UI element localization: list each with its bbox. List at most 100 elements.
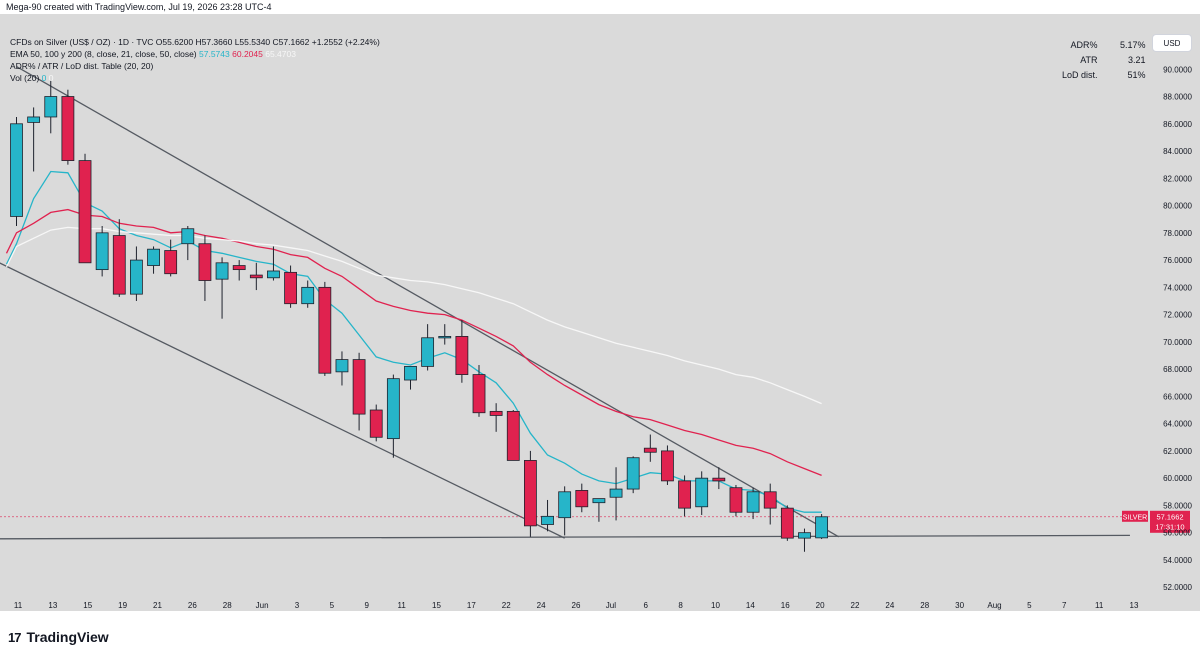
x-tick-label: 24 (885, 601, 894, 610)
candle (284, 265, 297, 308)
x-tick-label: 14 (746, 601, 755, 610)
legend-volume-value-2: 0 (48, 73, 54, 83)
candle (472, 365, 486, 417)
candle-body (609, 488, 623, 498)
candle-body (763, 491, 777, 509)
candle (815, 514, 829, 540)
tradingview-logo[interactable]: 17 TradingView (8, 629, 109, 645)
candle-body (215, 262, 229, 280)
y-tick-label: 60.0000 (1163, 474, 1192, 483)
tradingview-mark-icon: 17 (8, 629, 22, 645)
tradingview-logo-text: TradingView (26, 629, 109, 645)
chart-legend: CFDs on Silver (US$ / OZ) · 1D · TVC O55… (10, 36, 380, 84)
ema-line-ema-50 (5, 226, 822, 405)
currency-button[interactable]: USD (1152, 34, 1192, 52)
candle-body (78, 160, 92, 264)
candle (215, 257, 229, 319)
candle-body (198, 243, 212, 281)
legend-ema-row[interactable]: EMA 50, 100 y 200 (8, close, 21, close, … (10, 48, 380, 60)
candle-body (575, 490, 589, 508)
candle (746, 487, 760, 520)
x-tick-label: Jul (606, 601, 616, 610)
candle-body (438, 336, 452, 339)
candle-body (746, 491, 760, 513)
y-tick-label: 68.0000 (1163, 365, 1192, 374)
candle (541, 499, 554, 532)
x-tick-label: 11 (14, 601, 23, 610)
candle (575, 483, 589, 513)
candle-body (386, 378, 400, 440)
candle-layer (10, 80, 829, 552)
y-tick-label: 88.0000 (1163, 93, 1192, 102)
candle (301, 280, 315, 308)
candle (404, 365, 417, 390)
x-tick-label: 21 (153, 601, 162, 610)
legend-table-row[interactable]: ADR% / ATR / LoD dist. Table (20, 20) (10, 61, 154, 71)
stats-value: 3.21 (1128, 55, 1146, 65)
chart-background (0, 14, 1200, 611)
x-tick-label: 13 (1130, 601, 1139, 610)
candle-body (130, 259, 143, 295)
x-axis[interactable]: 11 13 15 19 21 26 28 Jun 3 5 9 11 15 17 22 24 26 Jul 6 8 10 1… (14, 601, 1139, 610)
candle (369, 404, 383, 442)
stats-row-lod: LoD dist. 51% (1062, 68, 1146, 83)
x-tick-label: 3 (295, 601, 300, 610)
candle-body (267, 270, 280, 279)
candle-body (506, 410, 520, 461)
candle-body (592, 498, 606, 504)
stats-table: ADR% 5.17% ATR 3.21 LoD dist. 51% (1062, 38, 1146, 83)
x-tick-label: 30 (955, 601, 964, 610)
legend-ema-label: EMA 50, 100 y 200 (8, close, 21, close, … (10, 49, 197, 59)
candle (198, 235, 212, 301)
x-tick-label: 22 (502, 601, 511, 610)
candle-body (678, 480, 691, 509)
candle (678, 475, 691, 517)
candle (609, 467, 623, 521)
stats-value: 5.17% (1120, 40, 1146, 50)
candle-body (318, 286, 332, 374)
trendline-layer (0, 65, 1148, 540)
candle (592, 498, 606, 522)
candle-body (10, 123, 23, 217)
x-tick-label: Aug (987, 601, 1001, 610)
candle (61, 89, 75, 165)
legend-symbol-row[interactable]: CFDs on Silver (US$ / OZ) · 1D · TVC O55… (10, 37, 380, 47)
y-tick-label: 66.0000 (1163, 392, 1192, 401)
candle (164, 239, 178, 277)
symbol-tag (1122, 510, 1148, 522)
y-tick-label: 52.0000 (1163, 583, 1192, 592)
y-tick-label: 54.0000 (1163, 556, 1192, 565)
y-tick-label: 58.0000 (1163, 501, 1192, 510)
legend-ema-value-2: 60.2045 (232, 49, 263, 59)
candle-body (61, 96, 75, 161)
candle-body (95, 232, 109, 271)
candle-body (695, 477, 709, 508)
symbol-tag-label: SILVER (1123, 514, 1147, 521)
legend-volume-row[interactable]: Vol (20) 0 0 (10, 72, 380, 84)
price-tag (1150, 510, 1190, 533)
candle (78, 153, 92, 264)
price-tag-value: 57.1662 (1156, 512, 1183, 521)
x-tick-label: 8 (678, 601, 683, 610)
y-tick-label: 64.0000 (1163, 420, 1192, 429)
stats-row-atr: ATR 3.21 (1062, 53, 1146, 68)
candle (780, 505, 794, 541)
candle-body (780, 507, 794, 539)
candle-body (335, 359, 349, 373)
x-tick-label: 28 (223, 601, 232, 610)
candle (386, 374, 400, 458)
x-tick-label: 24 (537, 601, 546, 610)
y-axis[interactable]: 92.000090.000088.000086.000084.000082.00… (1163, 38, 1192, 592)
candle (661, 445, 674, 485)
candle (489, 403, 503, 432)
y-tick-label: 74.0000 (1163, 283, 1192, 292)
candle (232, 260, 246, 281)
ema-line-ema-21 (5, 208, 822, 477)
y-tick-label: 56.0000 (1163, 529, 1192, 538)
candle-body (661, 450, 674, 482)
candle-body (643, 447, 657, 453)
candle-body (729, 487, 743, 513)
